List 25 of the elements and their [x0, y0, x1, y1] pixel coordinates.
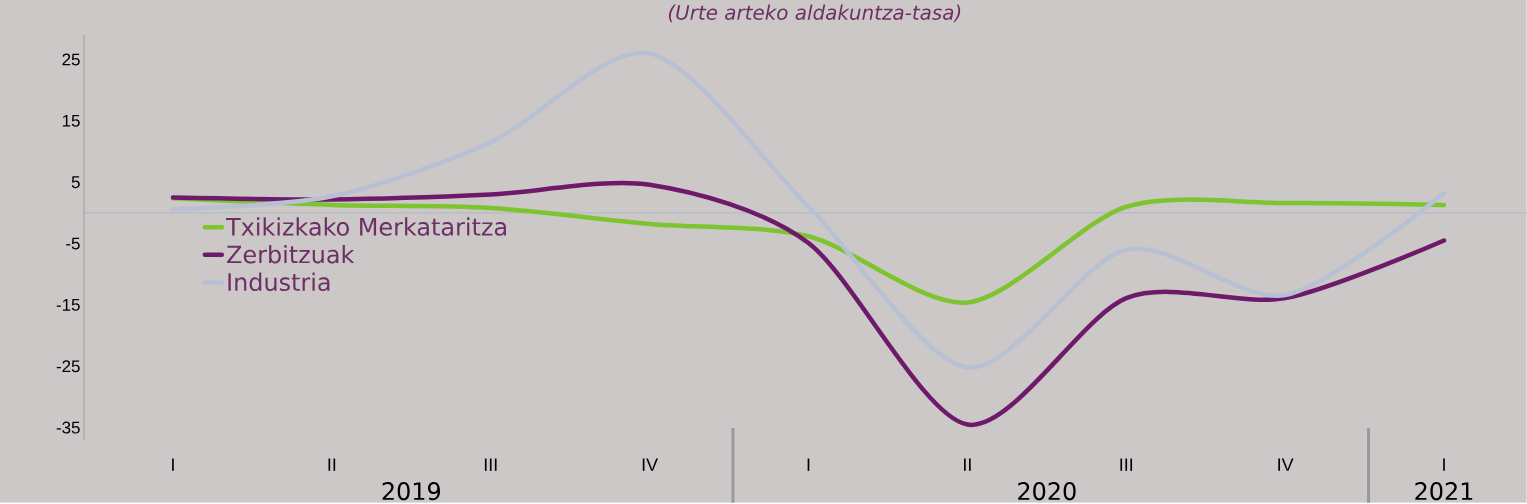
legend-label: Industria: [228, 272, 330, 291]
y-tick-label: -15: [56, 298, 80, 311]
y-tick-label: 25: [62, 53, 80, 66]
text: 2020: [1018, 481, 1076, 501]
y-tick-label: -35: [56, 421, 80, 434]
text: 2019: [382, 481, 441, 501]
x-tick-label: I: [172, 458, 174, 471]
line-series: [170, 50, 1447, 370]
x-tick-label: III: [1120, 458, 1133, 471]
y-tick-label: -25: [56, 360, 80, 373]
x-tick-label: I: [1443, 458, 1445, 471]
x-tick-label: IV: [1278, 458, 1294, 471]
y-tick-label: 5: [71, 176, 80, 188]
x-tick-label: IV: [642, 458, 658, 471]
chart-subtitle: (Urte arteko aldakuntza-tasa): [668, 4, 961, 23]
line-series: [170, 195, 1447, 305]
text: 2021: [1415, 481, 1473, 501]
x-tick-label: III: [484, 458, 497, 471]
legend-label: Zerbitzuak: [227, 244, 355, 264]
x-tick-label: I: [807, 458, 810, 471]
y-tick-label: -5: [66, 237, 80, 250]
y-tick-label: 15: [62, 114, 80, 127]
x-tick-label: II: [964, 458, 971, 471]
x-tick-label: II: [328, 458, 336, 471]
legend-label: Txikizkako Merkataritza: [226, 217, 506, 236]
